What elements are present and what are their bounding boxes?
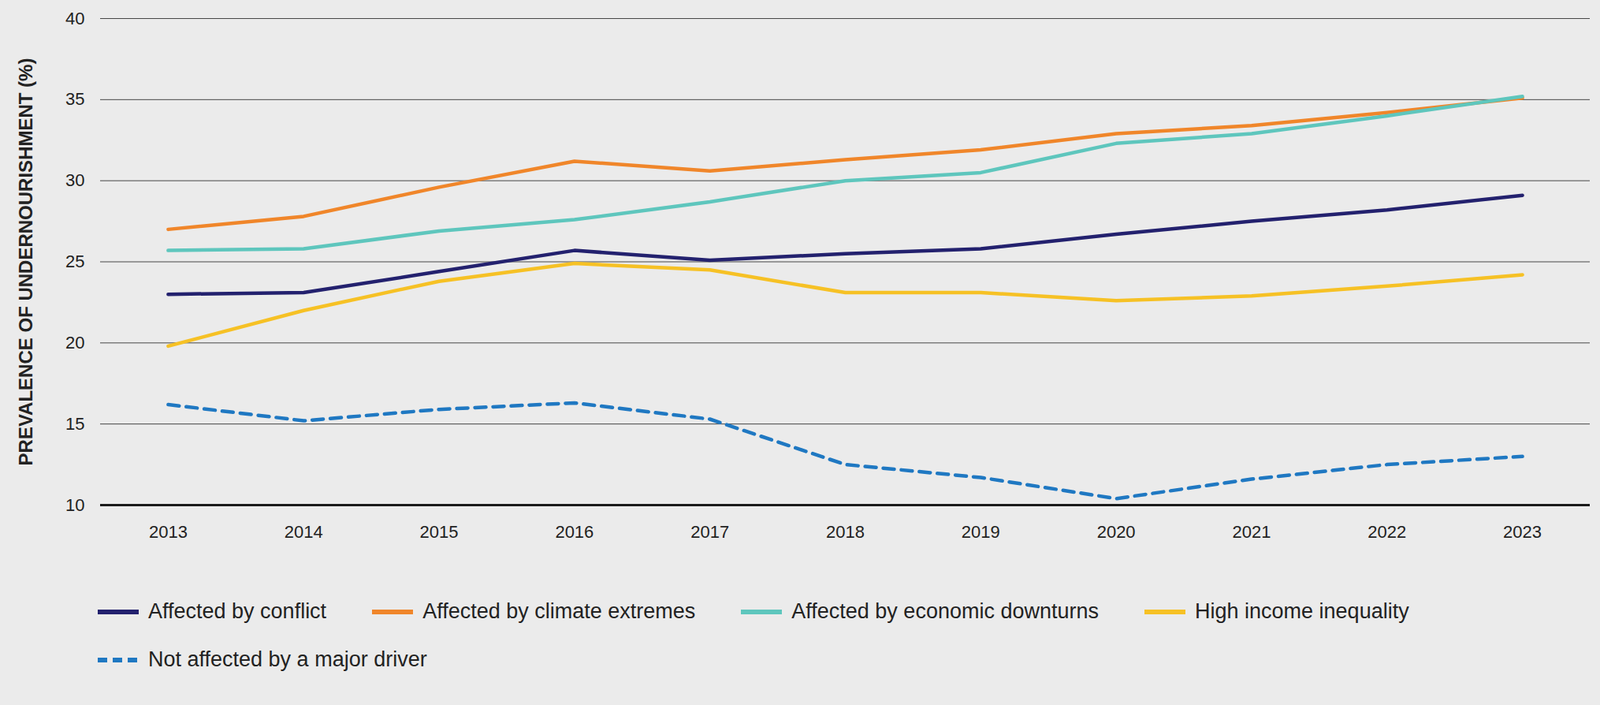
svg-text:25: 25 <box>65 251 85 272</box>
svg-text:30: 30 <box>65 170 85 190</box>
html-text:Affected by conflict: Affected by conflict <box>148 599 327 623</box>
svg-text:PREVALENCE OF UNDERNOURISHMENT: PREVALENCE OF UNDERNOURISHMENT (%) <box>14 58 37 466</box>
svg-text:2015: 2015 <box>420 521 459 542</box>
html-text:High income inequality: High income inequality <box>1194 599 1410 623</box>
svg-text:2022: 2022 <box>1367 521 1407 542</box>
svg-text:2013: 2013 <box>148 521 188 542</box>
svg-text:2014: 2014 <box>284 521 324 542</box>
html-text:Not affected by a major driver: Not affected by a major driver <box>148 647 427 671</box>
html-text:Affected by economic downturns: Affected by economic downturns <box>791 599 1099 623</box>
svg-text:2016: 2016 <box>554 521 594 542</box>
svg-text:40: 40 <box>65 8 85 29</box>
svg-text:2018: 2018 <box>826 521 865 542</box>
svg-text:15: 15 <box>65 413 85 434</box>
html-text:Affected by climate extremes: Affected by climate extremes <box>422 599 696 623</box>
svg-text:2020: 2020 <box>1097 521 1136 542</box>
svg-text:2017: 2017 <box>690 521 730 542</box>
svg-text:2021: 2021 <box>1231 521 1271 542</box>
svg-text:2019: 2019 <box>961 521 1001 542</box>
svg-text:35: 35 <box>65 89 85 109</box>
svg-text:2023: 2023 <box>1503 521 1542 542</box>
svg-text:10: 10 <box>65 494 85 515</box>
svg-text:20: 20 <box>65 332 85 353</box>
